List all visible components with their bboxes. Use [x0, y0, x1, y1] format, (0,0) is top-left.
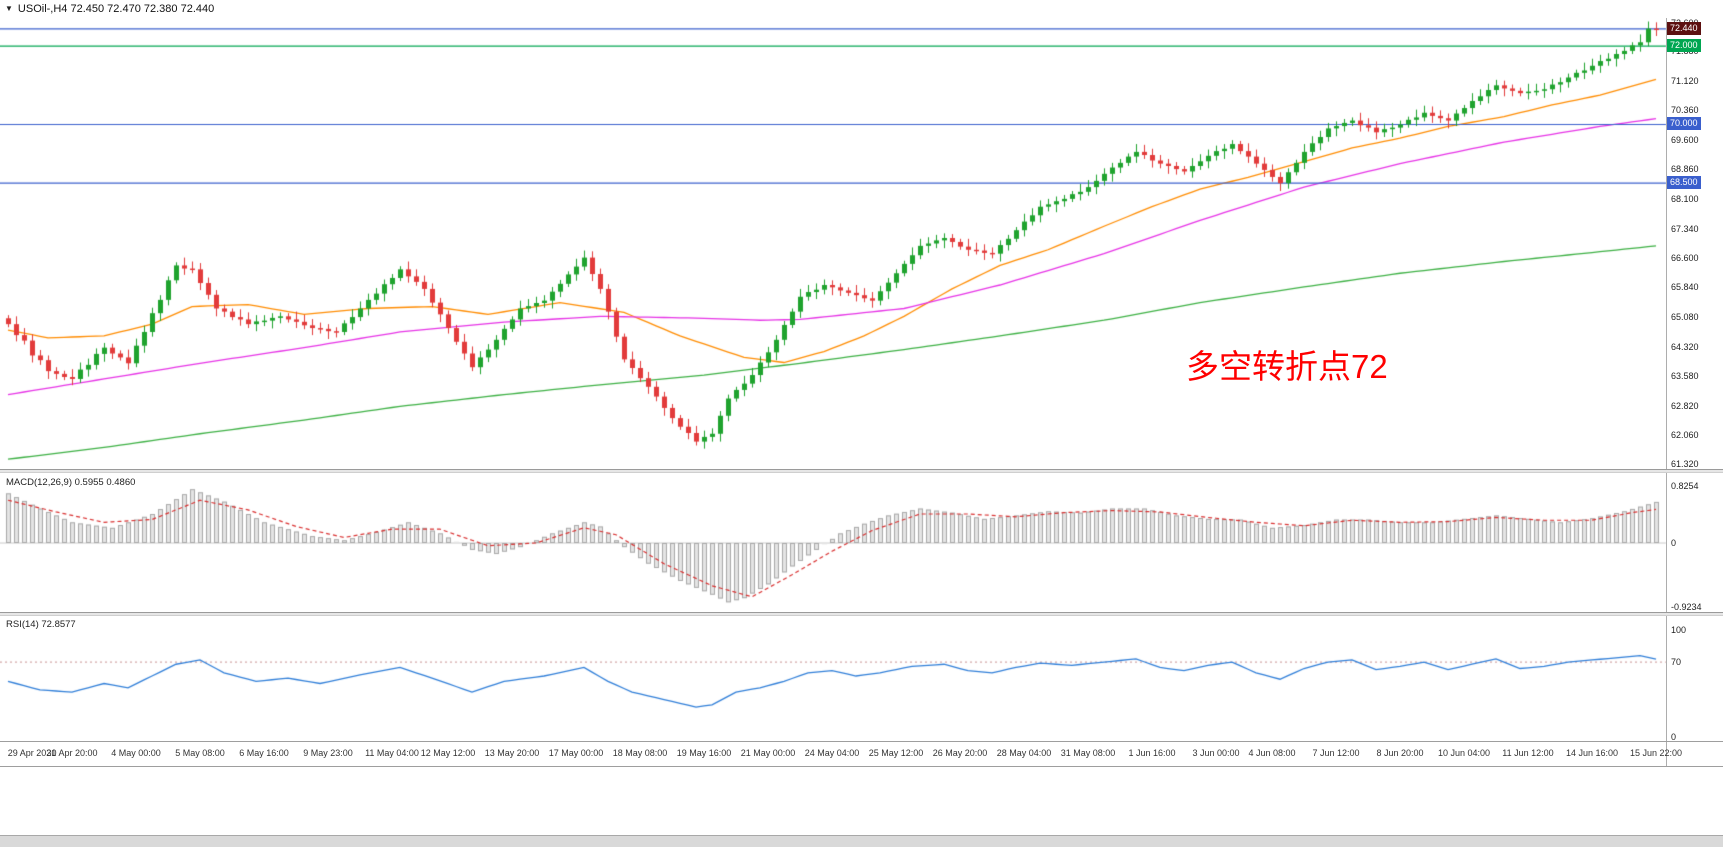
time-axis-top-border: [0, 741, 1723, 742]
chart-annotation-text[interactable]: 多空转折点72: [1186, 348, 1388, 385]
time-label: 26 May 20:00: [932, 748, 988, 758]
macd-indicator-label: MACD(12,26,9) 0.5955 0.4860: [6, 477, 136, 488]
price-axis-label: 65.080: [1671, 312, 1699, 323]
price-level-tag: 70.000: [1667, 117, 1701, 131]
time-label: 6 May 16:00: [239, 748, 289, 758]
price-level-tag: 72.000: [1667, 39, 1701, 53]
price-axis-label: 68.100: [1671, 193, 1699, 204]
price-axis-label: 69.600: [1671, 135, 1699, 146]
price-axis-label: 70.360: [1671, 105, 1699, 116]
time-label: 18 May 08:00: [612, 748, 668, 758]
time-label: 8 Jun 20:00: [1376, 748, 1424, 758]
time-label: 3 Jun 00:00: [1192, 748, 1240, 758]
time-label: 21 May 00:00: [740, 748, 796, 758]
price-axis-label: 68.860: [1671, 164, 1699, 175]
price-axis-label: 71.120: [1671, 75, 1699, 86]
price-level-tag: 72.440: [1667, 21, 1701, 35]
time-label: 14 Jun 16:00: [1565, 748, 1619, 758]
time-label: 11 Jun 12:00: [1502, 748, 1554, 758]
price-axis-label: 65.840: [1671, 282, 1699, 293]
price-axis-label: 67.340: [1671, 223, 1699, 234]
time-label: 28 May 04:00: [996, 748, 1052, 758]
price-axis-label: 62.820: [1671, 400, 1699, 411]
time-label: 24 May 04:00: [804, 748, 860, 758]
time-label: 15 Jun 22:00: [1629, 748, 1683, 758]
price-scale-separator: [1666, 18, 1667, 766]
collapse-triangle-icon[interactable]: ▼: [5, 4, 13, 13]
time-label: 10 Jun 04:00: [1437, 748, 1491, 758]
price-axis-label: 61.320: [1671, 459, 1699, 470]
panel-separator[interactable]: [0, 612, 1723, 616]
status-bar: [0, 835, 1723, 847]
time-label: 11 May 04:00: [365, 748, 419, 758]
macd-axis-label: 0: [1671, 538, 1677, 548]
macd-axis-label: -0.9234: [1671, 601, 1702, 612]
time-label: 17 May 00:00: [548, 748, 604, 758]
rsi-axis-label: 100: [1671, 625, 1687, 635]
rsi-axis-label: 70: [1671, 657, 1682, 668]
time-label: 12 May 12:00: [420, 748, 476, 758]
time-label: 29 Apr 2021: [7, 748, 57, 758]
time-label: 25 May 12:00: [868, 748, 924, 758]
macd-axis-label: 0.8254: [1671, 481, 1699, 492]
time-label: 13 May 20:00: [484, 748, 540, 758]
time-label: 9 May 23:00: [303, 748, 353, 758]
price-axis-label: 62.060: [1671, 430, 1699, 441]
panel-separator[interactable]: [0, 469, 1723, 473]
price-level-tag: 68.500: [1667, 176, 1701, 190]
time-label: 19 May 16:00: [676, 748, 732, 758]
chart-header: ▼ USOil-,H4 72.450 72.470 72.380 72.440: [5, 3, 214, 15]
time-label: 1 Jun 16:00: [1128, 748, 1176, 758]
price-axis-label: 64.320: [1671, 341, 1699, 352]
price-axis-label: 66.600: [1671, 252, 1699, 263]
rsi-axis-label: 0: [1671, 732, 1677, 742]
time-label: 7 Jun 12:00: [1312, 748, 1360, 758]
time-label: 31 May 08:00: [1060, 748, 1116, 758]
rsi-indicator-label: RSI(14) 72.8577: [6, 619, 76, 630]
time-label: 30 Apr 20:00: [46, 748, 98, 758]
price-axis-label: 63.580: [1671, 370, 1699, 381]
time-label: 5 May 08:00: [175, 748, 225, 758]
time-axis-bottom-border: [0, 766, 1723, 767]
time-label: 4 May 00:00: [111, 748, 161, 758]
symbol-ohlc-title: USOil-,H4 72.450 72.470 72.380 72.440: [17, 3, 215, 15]
time-axis[interactable]: 29 Apr 2021 30 Apr 20:00 4 May 00:00 5 May …: [0, 742, 1723, 766]
time-label: 4 Jun 08:00: [1248, 748, 1296, 758]
